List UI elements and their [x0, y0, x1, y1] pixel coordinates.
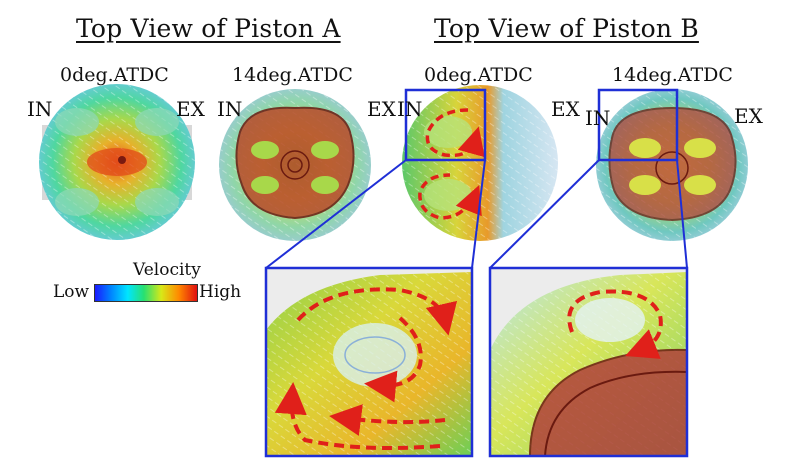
zoom-connector-right-b	[676, 159, 688, 269]
piston-b-0deg-in-label: IN	[397, 97, 423, 121]
piston-b-14deg-view	[596, 88, 748, 241]
zoom-connector-left-a	[265, 159, 407, 269]
piston-a-14deg-ex-label: EX	[367, 97, 396, 121]
piston-a-heading: Top View of Piston A	[76, 14, 341, 43]
piston-b-14deg-ex-label: EX	[734, 104, 763, 128]
piston-b-0deg-label: 0deg.ATDC	[424, 64, 533, 86]
piston-a-14deg-label: 14deg.ATDC	[232, 64, 353, 86]
piston-b-0deg-view	[402, 85, 558, 241]
zoom-connector-left-b	[471, 159, 486, 269]
piston-b-0deg-zoom-frame	[404, 88, 487, 162]
velocity-legend-high: High	[199, 282, 242, 302]
piston-b-heading: Top View of Piston B	[434, 14, 699, 43]
zoom-panel-right	[488, 266, 689, 458]
piston-b-0deg-ex-label: EX	[551, 97, 580, 121]
velocity-legend-title: Velocity	[133, 260, 201, 280]
piston-a-14deg-view	[219, 89, 371, 241]
zoom-connector-right-a	[489, 159, 600, 269]
piston-a-0deg-in-label: IN	[27, 97, 53, 121]
velocity-colorbar	[94, 284, 198, 302]
velocity-legend-low: Low	[53, 282, 90, 302]
piston-b-14deg-zoom-frame	[597, 88, 679, 162]
piston-a-0deg-ex-label: EX	[176, 97, 205, 121]
piston-a-0deg-view	[39, 84, 195, 240]
piston-b-14deg-in-label: IN	[585, 106, 611, 130]
piston-a-0deg-label: 0deg.ATDC	[60, 64, 169, 86]
piston-b-14deg-label: 14deg.ATDC	[612, 64, 733, 86]
piston-a-14deg-in-label: IN	[217, 97, 243, 121]
zoom-panel-left	[264, 266, 474, 458]
